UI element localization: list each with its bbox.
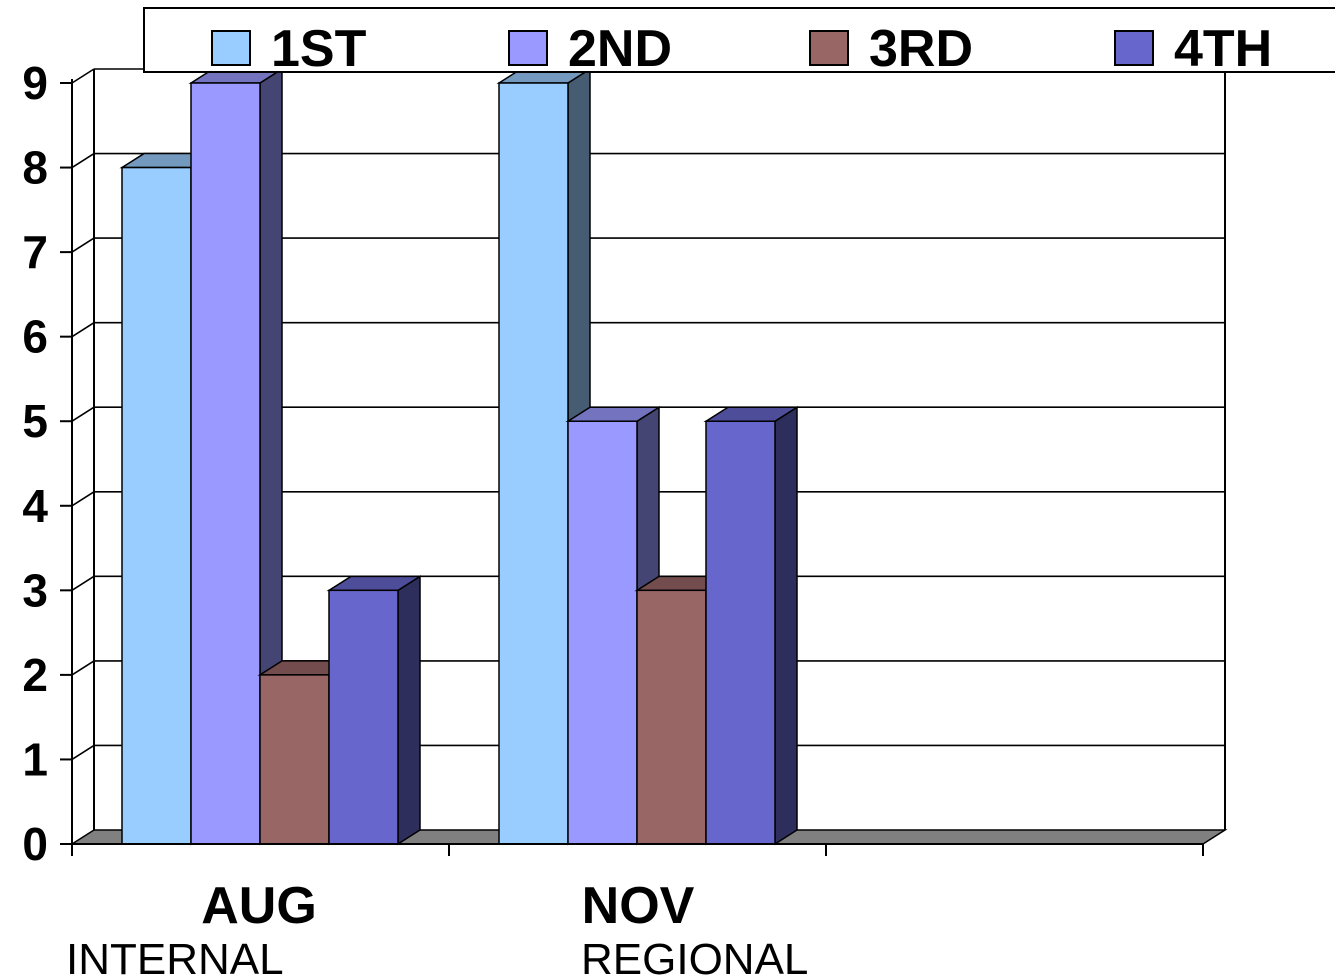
bar-front <box>328 589 399 845</box>
axes <box>60 79 1204 856</box>
bar-side <box>774 405 798 846</box>
y-tick-label: 1 <box>22 733 48 785</box>
category-label: NOV <box>582 877 695 935</box>
gridline-side <box>71 575 95 592</box>
legend-swatch <box>809 30 849 66</box>
y-tick-label: 4 <box>22 480 48 532</box>
gridline-side <box>71 68 95 84</box>
bar <box>565 405 662 846</box>
bar-side <box>397 574 421 846</box>
legend-label: 2ND <box>568 20 672 78</box>
legend-swatch <box>508 30 548 66</box>
bar <box>703 405 800 846</box>
y-tick-label: 6 <box>22 311 48 363</box>
y-tick-label: 5 <box>22 395 48 447</box>
y-tick-label: 9 <box>22 57 48 109</box>
bar <box>188 67 285 846</box>
bar-front <box>259 674 330 845</box>
bar-front <box>567 420 638 845</box>
legend-label: 1ST <box>271 20 367 78</box>
y-tick-label: 3 <box>22 564 48 616</box>
gridline-side <box>71 660 95 676</box>
gridline-side <box>71 406 95 422</box>
legend-swatch <box>211 30 251 66</box>
gridline-side <box>71 321 95 338</box>
gridline-side <box>71 152 95 169</box>
y-tick-label: 0 <box>22 818 48 870</box>
legend: 1ST 2ND 3RD 4TH <box>143 7 1335 78</box>
back-wall <box>93 69 1226 830</box>
y-tick-labels: 0 1 2 3 4 5 6 7 8 9 <box>22 57 48 870</box>
bar-front <box>121 166 192 845</box>
category-sublabel: REGIONAL <box>581 935 808 979</box>
legend-label: 3RD <box>869 20 973 78</box>
legend-label: 4TH <box>1174 20 1272 78</box>
legend-swatch <box>1114 30 1154 66</box>
category-sublabel: INTERNAL <box>66 935 284 979</box>
category-labels: AUG NOV INTERNAL REGIONAL <box>66 877 808 979</box>
y-tick-label: 2 <box>22 649 48 701</box>
bar-front <box>636 589 707 845</box>
bar-front <box>705 420 776 845</box>
bar-front <box>190 82 261 845</box>
category-label: AUG <box>201 877 317 935</box>
gridline-side <box>71 744 95 761</box>
bar-front <box>498 82 569 845</box>
bars <box>119 67 800 846</box>
gridline-side <box>71 491 95 507</box>
y-tick-label: 8 <box>22 142 48 194</box>
bar <box>326 574 423 846</box>
gridline-side <box>71 237 95 253</box>
y-tick-label: 7 <box>22 226 48 278</box>
plot-frame <box>93 69 1226 830</box>
